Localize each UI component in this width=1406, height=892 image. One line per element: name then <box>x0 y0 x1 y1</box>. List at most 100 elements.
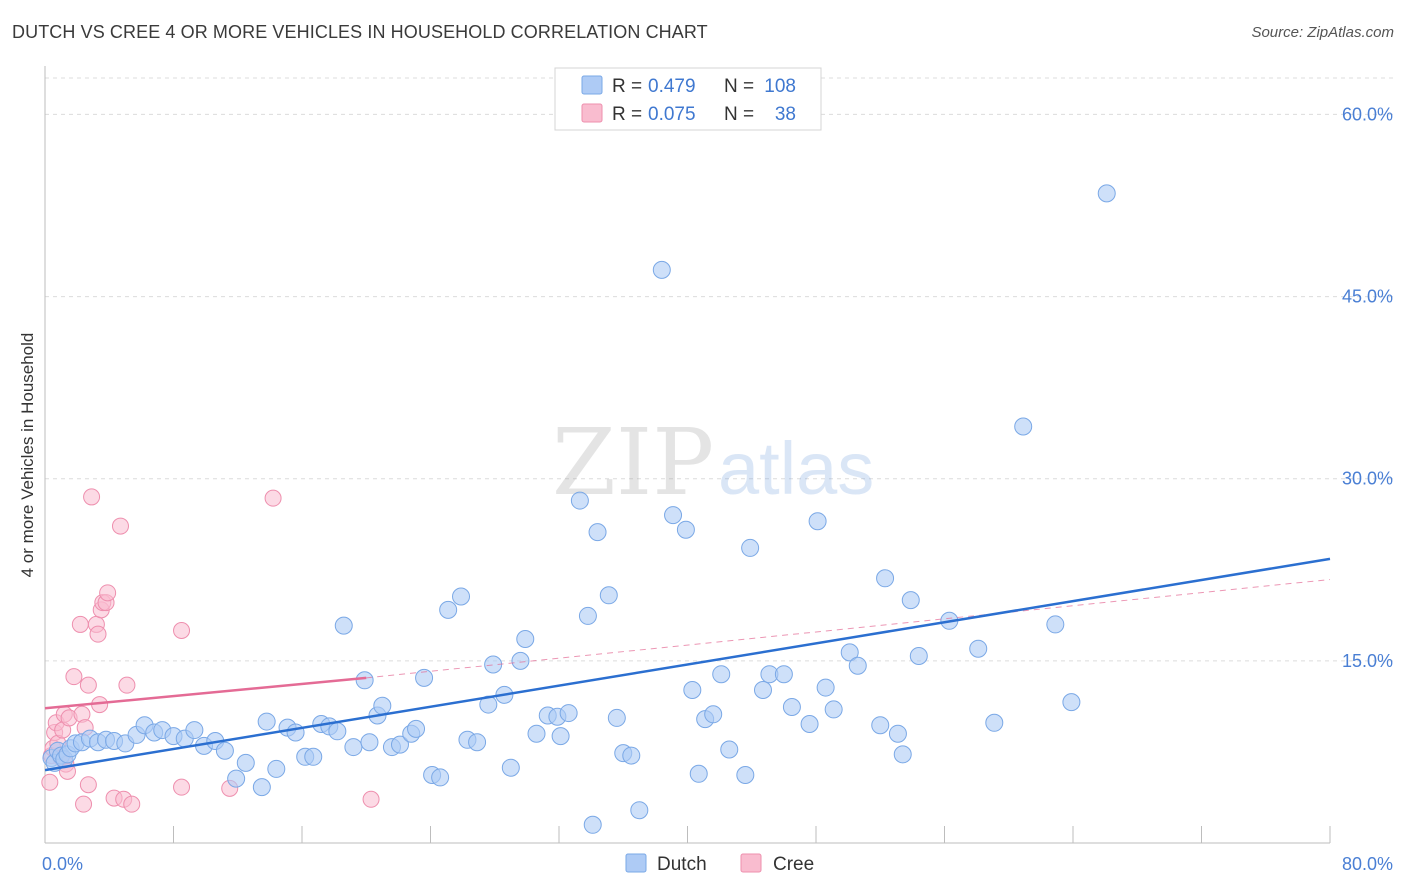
dutch-point <box>848 656 867 675</box>
legend-r-label-dutch: R = <box>612 76 642 97</box>
y-tick-label: 15.0% <box>1342 651 1393 671</box>
dutch-trend-line <box>44 557 1331 772</box>
dutch-point <box>185 721 204 740</box>
dutch-point <box>824 700 843 719</box>
cree-point <box>65 668 83 686</box>
dutch-point <box>286 723 305 742</box>
cree-series <box>41 488 380 813</box>
dutch-point <box>720 740 739 759</box>
bottom-legend: Dutch Cree <box>625 853 814 875</box>
dutch-point <box>816 678 835 697</box>
dutch-point <box>704 705 723 724</box>
legend-r-value-cree: 0.075 <box>648 104 696 125</box>
watermark-atlas: atlas <box>718 427 874 510</box>
chart-title: DUTCH VS CREE 4 OR MORE VEHICLES IN HOUS… <box>12 22 708 42</box>
dutch-point <box>588 523 607 542</box>
dutch-point <box>808 512 827 531</box>
dutch-point <box>227 769 246 788</box>
dutch-point <box>390 735 409 754</box>
dutch-point <box>407 719 426 738</box>
dutch-point <box>909 647 928 665</box>
dutch-series <box>42 184 1116 834</box>
cree-point <box>83 488 101 506</box>
legend-r-value-dutch: 0.479 <box>648 76 696 97</box>
dutch-point <box>893 745 912 764</box>
y-tick-label: 60.0% <box>1342 104 1393 124</box>
dutch-point <box>373 696 392 715</box>
dutch-point <box>583 815 602 834</box>
dutch-point <box>570 491 589 510</box>
cree-point <box>75 795 93 813</box>
dutch-point <box>876 569 895 588</box>
dutch-point <box>1097 184 1116 203</box>
dutch-point <box>236 753 255 772</box>
cree-point <box>41 773 59 791</box>
cree-point <box>89 625 107 643</box>
bottom-legend-label-dutch: Dutch <box>657 854 707 875</box>
dutch-point <box>871 716 890 735</box>
cree-point <box>118 676 136 694</box>
dutch-point <box>415 668 434 687</box>
dutch-point <box>901 591 920 610</box>
dutch-point <box>888 724 907 743</box>
dutch-point <box>712 665 731 684</box>
dutch-point <box>652 260 671 279</box>
dutch-point <box>267 759 286 778</box>
legend-n-value-cree: 38 <box>775 104 796 125</box>
dutch-point <box>252 778 271 797</box>
dutch-point <box>800 715 819 733</box>
dutch-point <box>1046 615 1065 634</box>
dutch-point <box>516 630 535 648</box>
cree-point <box>79 676 97 694</box>
tick-labels: 15.0% 30.0% 45.0% 60.0% 0.0% 80.0% <box>42 104 1393 874</box>
dutch-point <box>736 766 755 784</box>
x-tick-label: 80.0% <box>1342 854 1393 874</box>
x-tick-label: 0.0% <box>42 854 83 874</box>
dutch-point <box>559 704 578 723</box>
legend-n-value-dutch: 108 <box>764 76 796 97</box>
dutch-point <box>689 764 708 783</box>
source-credit: Source: ZipAtlas.com <box>1251 24 1394 41</box>
dutch-point <box>741 538 760 557</box>
dutch-point <box>683 681 702 699</box>
dutch-point <box>676 520 695 539</box>
dutch-point <box>468 733 487 752</box>
dutch-point <box>355 671 374 690</box>
dutch-point <box>344 738 363 757</box>
watermark: ZIP atlas <box>552 409 874 516</box>
y-axis-title: 4 or more Vehicles in Household <box>18 333 37 578</box>
legend-n-label-cree: N = <box>724 104 754 125</box>
cree-trend-line <box>44 676 367 710</box>
legend-swatch-dutch <box>581 75 603 95</box>
dutch-point <box>969 639 988 658</box>
dutch-point <box>622 746 641 765</box>
dutch-point <box>452 587 471 606</box>
dutch-point <box>599 586 618 605</box>
dutch-point <box>630 801 649 820</box>
dutch-point <box>439 600 458 619</box>
cree-point <box>264 489 282 507</box>
dutch-point <box>328 722 347 741</box>
cree-point <box>111 517 129 535</box>
legend-box: R = 0.479 N = 108 R = 0.075 N = 38 <box>554 67 822 131</box>
gridlines <box>45 77 1394 662</box>
y-tick-label: 30.0% <box>1342 469 1393 489</box>
cree-point <box>173 622 191 639</box>
cree-point <box>71 615 89 633</box>
cree-trend-extension <box>366 579 1331 679</box>
dutch-point <box>334 616 353 635</box>
legend-r-label-cree: R = <box>612 104 642 125</box>
dutch-point <box>840 643 859 662</box>
dutch-point <box>501 758 520 777</box>
cree-point <box>123 795 141 813</box>
legend-swatch-cree <box>581 103 603 123</box>
cree-point <box>79 776 97 794</box>
dutch-point <box>215 741 234 760</box>
dutch-point <box>753 681 772 699</box>
dutch-point <box>527 724 546 743</box>
dutch-point <box>360 733 379 752</box>
cree-point <box>362 790 380 808</box>
dutch-point <box>1014 417 1033 436</box>
dutch-point <box>304 747 323 766</box>
